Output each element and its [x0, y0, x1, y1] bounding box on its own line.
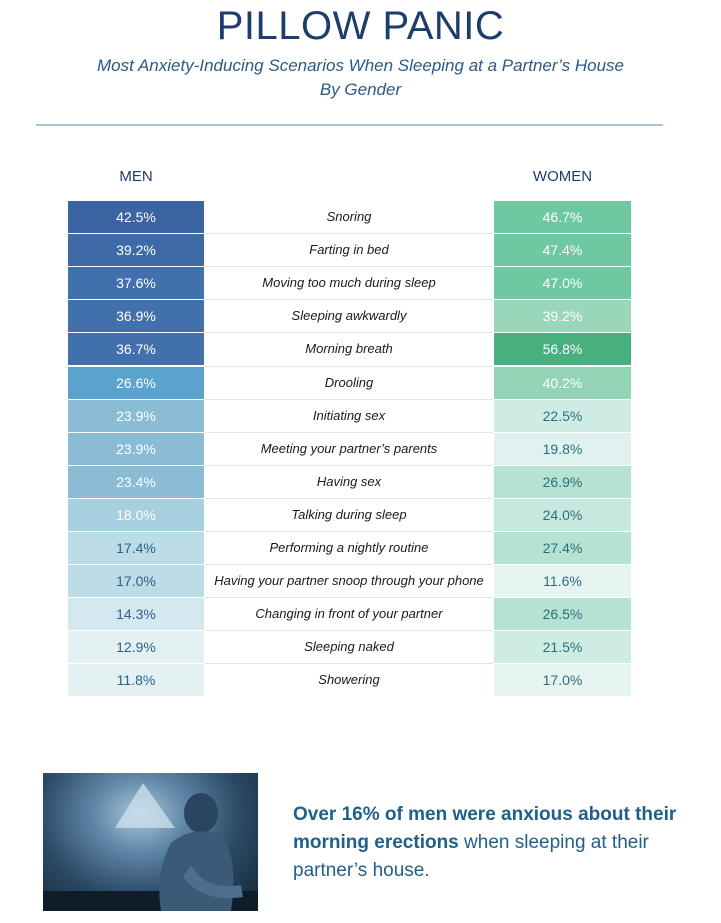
men-value-cell: 42.5%	[68, 201, 204, 234]
callout-text: Over 16% of men were anxious about their…	[293, 801, 683, 885]
row-separator	[205, 332, 493, 334]
row-separator	[205, 597, 493, 599]
scenario-label: Drooling	[324, 374, 374, 390]
women-value-cell: 46.7%	[494, 201, 631, 234]
scenario-label: Initiating sex	[312, 407, 386, 423]
subtitle-line-2: By Gender	[319, 80, 402, 99]
men-value-cell: 11.8%	[68, 664, 204, 697]
row-separator	[205, 464, 493, 466]
scenario-label: Changing in front of your partner	[255, 606, 443, 622]
scenario-label: Farting in bed	[309, 242, 389, 258]
scenario-label: Talking during sleep	[291, 506, 407, 522]
men-value-cell: 39.2%	[68, 234, 204, 267]
subtitle-line-1: Most Anxiety-Inducing Scenarios When Sle…	[97, 56, 624, 75]
men-value-cell: 36.9%	[68, 300, 204, 333]
women-value-cell: 17.0%	[494, 664, 631, 697]
women-value-cell: 27.4%	[494, 532, 631, 565]
scenario-label: Moving too much during sleep	[262, 275, 436, 291]
row-separator	[205, 630, 493, 632]
row-separator	[205, 663, 493, 665]
scenario-label: Meeting your partner’s parents	[260, 440, 438, 456]
scenario-label: Showering	[318, 672, 380, 688]
window-silhouette-image	[43, 783, 258, 911]
men-value-cell: 26.6%	[68, 366, 204, 399]
row-separator	[205, 365, 493, 367]
scenario-label: Performing a nightly routine	[269, 540, 429, 556]
women-value-cell: 40.2%	[494, 366, 631, 399]
row-separator	[205, 531, 493, 532]
page-title: PILLOW PANIC	[216, 4, 505, 48]
women-value-cell: 24.0%	[494, 498, 631, 531]
couple-photo	[43, 773, 258, 911]
row-separator	[205, 299, 493, 301]
scenario-label: Having your partner snoop through your p…	[214, 573, 484, 589]
women-value-cell: 11.6%	[494, 565, 631, 598]
row-separator	[205, 431, 493, 433]
men-value-cell: 17.4%	[68, 532, 204, 565]
women-value-cell: 47.0%	[494, 267, 631, 300]
men-value-cell: 12.9%	[68, 631, 204, 664]
scenario-label: Having sex	[316, 473, 382, 489]
men-value-cell: 14.3%	[68, 598, 204, 631]
women-value-cell: 56.8%	[494, 333, 631, 366]
men-value-cell: 18.0%	[68, 498, 204, 531]
women-value-cell: 47.4%	[494, 234, 631, 267]
callout-highlight: Over 16% of men were anxious about their…	[293, 804, 677, 853]
scenario-label: Sleeping naked	[304, 639, 394, 655]
men-column-header: MEN	[119, 168, 153, 185]
men-value-cell: 23.9%	[68, 399, 204, 432]
women-value-cell: 19.8%	[494, 432, 631, 465]
men-value-cell: 37.6%	[68, 267, 204, 300]
men-value-cell: 23.4%	[68, 465, 204, 498]
row-separator	[205, 398, 493, 400]
men-value-cell: 17.0%	[68, 565, 204, 598]
row-separator	[205, 564, 493, 566]
scenario-label: Sleeping awkwardly	[291, 308, 407, 324]
women-value-cell: 21.5%	[494, 631, 631, 664]
men-value-cell: 36.7%	[68, 333, 204, 366]
row-separator	[205, 233, 493, 235]
women-value-cell: 22.5%	[494, 399, 631, 432]
scenario-label: Morning breath	[305, 341, 393, 357]
callout-rest: when sleeping at their partner’s house.	[293, 832, 649, 881]
women-value-cell: 26.9%	[494, 465, 631, 498]
page-subtitle: Most Anxiety-Inducing Scenarios When Sle…	[0, 54, 721, 102]
scenario-label: Snoring	[326, 209, 372, 225]
women-value-cell: 39.2%	[494, 300, 631, 333]
men-value-cell: 23.9%	[68, 432, 204, 465]
row-separator	[205, 266, 493, 268]
title-divider	[36, 124, 663, 126]
women-column-header: WOMEN	[532, 168, 593, 185]
row-separator	[205, 497, 493, 499]
women-value-cell: 26.5%	[494, 598, 631, 631]
